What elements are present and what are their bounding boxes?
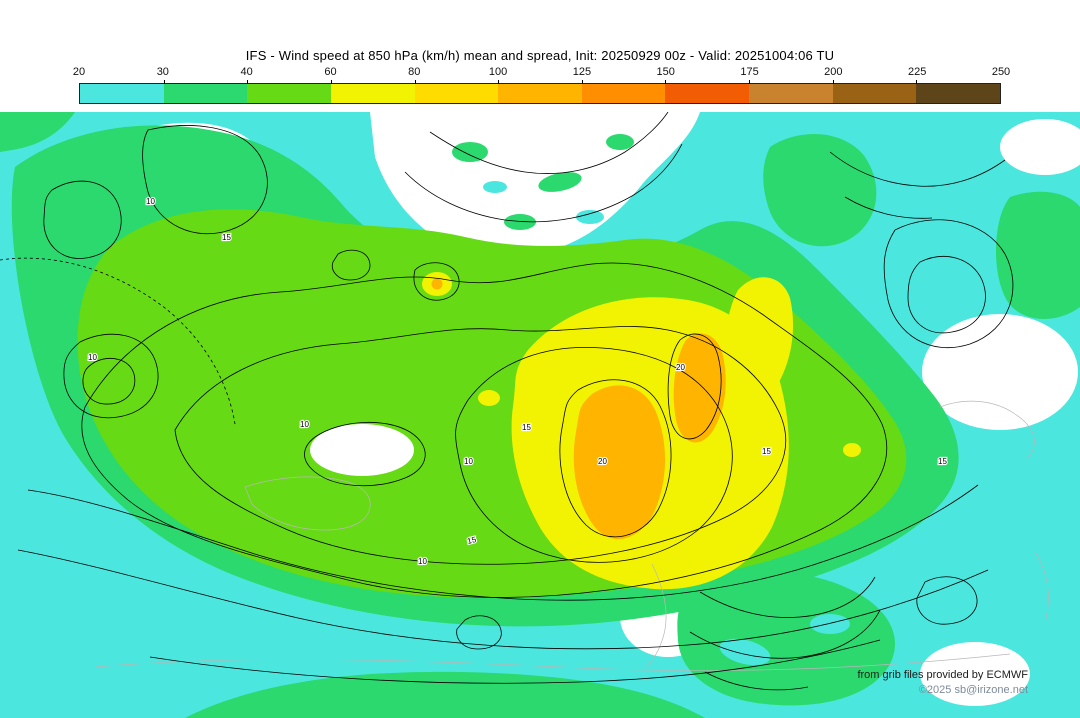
colorbar-tick: 175 <box>740 66 759 78</box>
wind-fill-cyan-patches <box>483 181 850 666</box>
colorbar-tickmark <box>832 80 834 84</box>
colorbar-tick: 60 <box>324 66 337 78</box>
attribution-source: from grib files provided by ECMWF <box>857 669 1028 681</box>
contour-label: 15 <box>522 423 531 432</box>
contour-label: 15 <box>466 535 477 546</box>
colorbar-tickmark <box>498 80 500 84</box>
colorbar-band-200-225 <box>832 84 917 103</box>
orange-core-small <box>431 278 443 290</box>
colorbar-tickmark <box>414 80 416 84</box>
colorbar-tick: 200 <box>824 66 843 78</box>
colorbar-band-125-150 <box>581 84 666 103</box>
colorbar-tickmark <box>163 80 165 84</box>
contour-label: 10 <box>418 557 427 566</box>
colorbar-tickmark <box>665 80 667 84</box>
colorbar-tickmark <box>581 80 583 84</box>
colorbar-tick: 40 <box>240 66 253 78</box>
orange-core-north <box>673 333 726 443</box>
wind-speed-colorbar: 20 30 40 60 80 100 125 150 175 200 225 2… <box>73 66 1010 106</box>
colorbar-band-175-200 <box>749 84 833 103</box>
colorbar-tick: 100 <box>488 66 508 78</box>
colorbar-band-150-175 <box>665 84 750 103</box>
contour-label: 20 <box>598 457 607 466</box>
contour-label: 15 <box>938 457 947 466</box>
attribution-copyright: ©2025 sb@irizone.net <box>918 684 1028 696</box>
colorbar-tick-labels: 20 30 40 60 80 100 125 150 175 200 225 2… <box>73 66 1010 80</box>
colorbar-tick: 80 <box>408 66 421 78</box>
contour-label: 10 <box>300 420 309 429</box>
colorbar-tick: 225 <box>907 66 927 78</box>
colorbar-tickmark <box>749 80 751 84</box>
wind-fill-orange-cores <box>431 278 726 540</box>
wind-speed-map-canvas: 15 10 15 10 20 15 10 15 10 15 20 10 <box>0 112 1080 718</box>
weather-map: 15 10 15 10 20 15 10 15 10 15 20 10 from… <box>0 112 1080 718</box>
attribution: from grib files provided by ECMWF ©2025 … <box>857 668 1028 698</box>
contour-label: 20 <box>676 363 685 372</box>
colorbar-scale <box>79 80 1001 104</box>
colorbar-tick: 250 <box>991 66 1011 78</box>
contour-label: 15 <box>222 233 231 242</box>
colorbar-band-30-40 <box>163 84 248 103</box>
colorbar-tick: 125 <box>572 66 592 78</box>
colorbar-tickmark <box>330 80 332 84</box>
spread-contours <box>0 112 1014 691</box>
colorbar-tickmark <box>916 80 918 84</box>
colorbar-tick: 150 <box>656 66 675 78</box>
contour-label: 10 <box>88 353 97 362</box>
colorbar-band-225-250 <box>916 84 1001 103</box>
colorbar-band-20-30 <box>80 84 164 103</box>
coastlines <box>94 400 1049 671</box>
colorbar-band-100-125 <box>498 84 582 103</box>
low-wind-white-pocket <box>310 424 414 476</box>
colorbar-tickmark <box>247 80 249 84</box>
colorbar-tick: 20 <box>72 66 86 78</box>
colorbar-tick: 30 <box>156 66 169 78</box>
contour-labels: 15 10 15 10 20 15 10 15 10 15 20 10 <box>87 196 949 567</box>
contour-label: 10 <box>464 457 473 466</box>
contour-label: 15 <box>762 447 771 456</box>
colorbar-band-80-100 <box>414 84 499 103</box>
chart-title: IFS - Wind speed at 850 hPa (km/h) mean … <box>245 48 835 63</box>
colorbar-band-40-60 <box>247 84 331 103</box>
orange-core-west <box>573 385 666 540</box>
contour-label: 10 <box>146 197 155 206</box>
colorbar-band-60-80 <box>330 84 415 103</box>
